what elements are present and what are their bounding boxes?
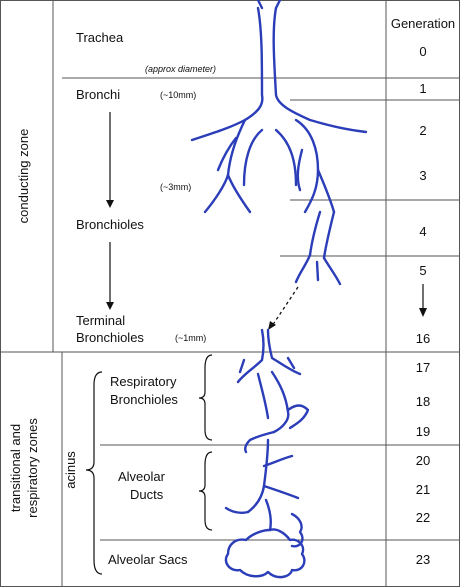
generation-value: 19 bbox=[416, 424, 430, 439]
generation-value: 20 bbox=[416, 453, 430, 468]
bronchi-label: Bronchi bbox=[76, 87, 120, 102]
generation-value: 4 bbox=[419, 224, 426, 239]
generation-value: 17 bbox=[416, 360, 430, 375]
terminal-bronchioles-label-line2: Bronchioles bbox=[76, 330, 144, 345]
diameter-header: (approx diameter) bbox=[145, 64, 216, 74]
generation-column: Generation 0 1 2 3 4 5 16 17 18 19 20 21… bbox=[391, 16, 455, 567]
alveolar-ducts-label-line1: Alveolar bbox=[118, 469, 166, 484]
generation-value: 18 bbox=[416, 394, 430, 409]
diameter-terminal: (~1mm) bbox=[175, 333, 206, 343]
generation-value: 16 bbox=[416, 331, 430, 346]
acinus-label: acinus bbox=[63, 451, 78, 489]
transitional-zone-label-line1: transitional and bbox=[8, 424, 23, 512]
generation-arrow bbox=[419, 308, 427, 317]
bronchioles-label: Bronchioles bbox=[76, 217, 144, 232]
generation-value: 23 bbox=[416, 552, 430, 567]
respiratory-bronchioles-label-line2: Bronchioles bbox=[110, 392, 178, 407]
braces bbox=[85, 354, 213, 575]
generation-value: 0 bbox=[419, 44, 426, 59]
diameter-bronchi: (~10mm) bbox=[160, 90, 196, 100]
respiratory-bronchioles-label-line1: Respiratory bbox=[110, 374, 177, 389]
progression-arrows bbox=[106, 112, 114, 310]
conducting-zone-label: conducting zone bbox=[16, 129, 31, 224]
generation-value: 21 bbox=[416, 482, 430, 497]
alveolar-sacs-label: Alveolar Sacs bbox=[108, 552, 188, 567]
trachea-label: Trachea bbox=[76, 30, 124, 45]
generation-value: 22 bbox=[416, 510, 430, 525]
transitional-zone-label-line2: respiratory zones bbox=[25, 418, 40, 518]
generation-value: 2 bbox=[419, 123, 426, 138]
generation-value: 3 bbox=[419, 168, 426, 183]
generation-header: Generation bbox=[391, 16, 455, 31]
alveolar-ducts-label-line2: Ducts bbox=[130, 487, 164, 502]
generation-value: 5 bbox=[419, 263, 426, 278]
diameter-small-bronchi: (~3mm) bbox=[160, 182, 191, 192]
terminal-bronchioles-label-line1: Terminal bbox=[76, 313, 125, 328]
airway-tree-illustration bbox=[190, 0, 368, 579]
generation-value: 1 bbox=[419, 81, 426, 96]
